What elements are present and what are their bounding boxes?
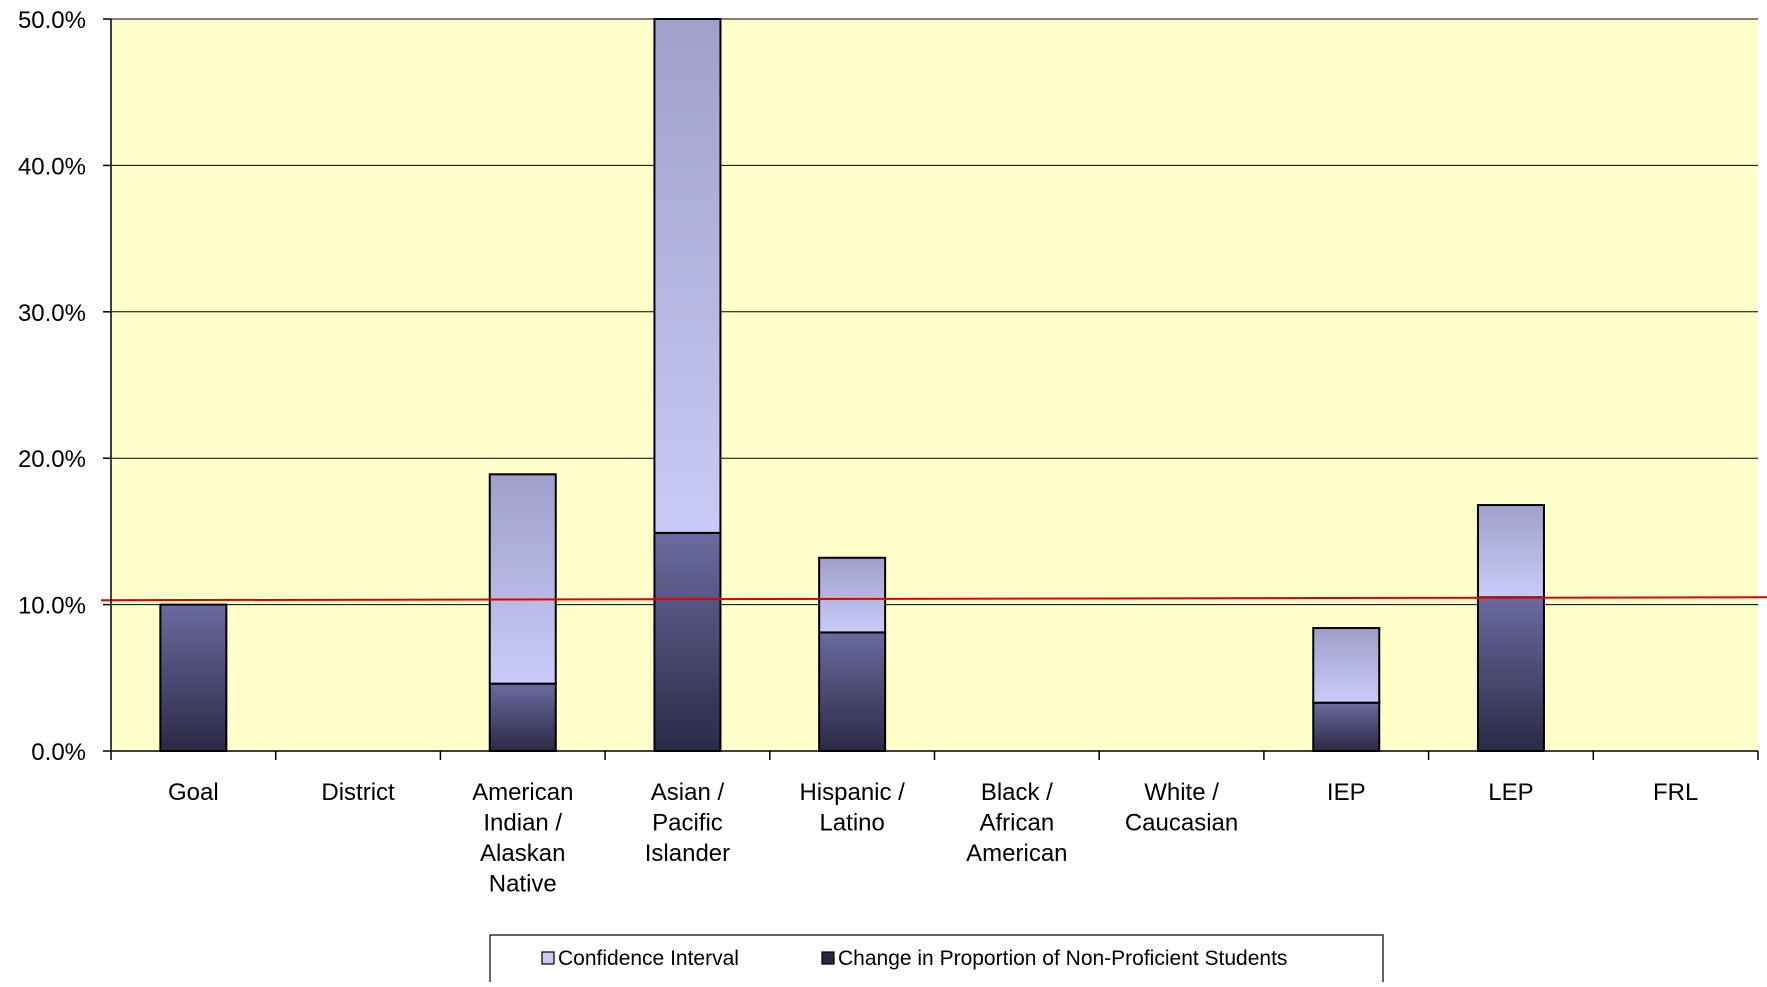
bar-change-4 [818, 631, 887, 753]
y-tick-label: 20.0% [18, 446, 86, 473]
y-tick-label: 40.0% [18, 153, 86, 180]
x-tick-label-line: American [472, 779, 573, 806]
x-tick-label-line: Pacific [652, 810, 723, 837]
x-tick-label: Goal [168, 779, 219, 806]
bar-change-8 [1476, 596, 1545, 753]
bar-ci-2 [488, 473, 557, 685]
legend-swatch-0 [541, 951, 555, 965]
legend-label-0: Confidence Interval [558, 947, 739, 970]
y-tick-label: 50.0% [18, 7, 86, 34]
x-tick-label-line: Latino [819, 810, 884, 837]
x-tick-label: LEP [1488, 779, 1533, 806]
bar-ci-8 [1476, 504, 1545, 599]
x-tick-label: White / Caucasian [1125, 779, 1238, 837]
bar-change-0 [159, 603, 228, 752]
bar-ci-3 [653, 18, 722, 534]
bar-change-7 [1312, 701, 1381, 752]
x-tick-label-line: White / [1144, 779, 1219, 806]
legend-label-1: Change in Proportion of Non-Proficient S… [838, 947, 1287, 970]
x-tick-label-line: Asian / [651, 779, 725, 806]
x-tick-label-line: Black / [981, 779, 1053, 806]
x-tick-label-line: African [979, 810, 1054, 837]
x-tick-label-line: Native [489, 871, 557, 898]
y-tick-label: 0.0% [31, 739, 86, 766]
x-tick-label-line: Islander [645, 840, 730, 867]
bar-ci-7 [1312, 627, 1381, 704]
x-tick-label: FRL [1653, 779, 1698, 806]
x-tick-label-line: Alaskan [480, 840, 565, 867]
x-tick-label: District [321, 779, 395, 806]
bar-change-3 [653, 531, 722, 753]
x-tick-label: IEP [1327, 779, 1366, 806]
x-tick-label-line: Goal [168, 779, 219, 806]
y-tick-label: 10.0% [18, 593, 86, 620]
x-tick-label-line: Caucasian [1125, 810, 1238, 837]
x-tick-label-line: LEP [1488, 779, 1533, 806]
x-tick-label: Hispanic / Latino [799, 779, 905, 837]
goal-reference-line [100, 596, 1767, 602]
x-tick-label-line: IEP [1327, 779, 1366, 806]
x-tick-label-line: District [321, 779, 395, 806]
x-tick-label-line: American [966, 840, 1067, 867]
x-tick-label: Asian / Pacific Islander [645, 779, 730, 867]
x-tick-label: Black / African American [966, 779, 1067, 867]
x-tick-label-line: FRL [1653, 779, 1698, 806]
x-tick-label-line: Hispanic / [799, 779, 905, 806]
y-tick-label: 30.0% [18, 300, 86, 327]
x-tick-label: American Indian / Alaskan Native [472, 779, 573, 898]
legend-box [489, 934, 1384, 987]
x-tick-label-line: Indian / [483, 810, 562, 837]
bar-ci-4 [818, 556, 887, 634]
bar-change-2 [488, 682, 557, 753]
legend-swatch-1 [821, 951, 835, 965]
